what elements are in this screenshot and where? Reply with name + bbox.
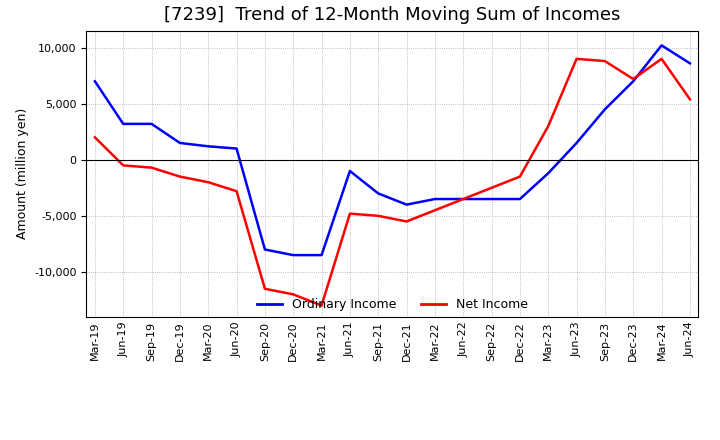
Ordinary Income [600,106,609,112]
Title: [7239]  Trend of 12-Month Moving Sum of Incomes: [7239] Trend of 12-Month Moving Sum of I… [164,6,621,24]
Net Income [261,286,269,291]
Net Income [431,208,439,213]
Ordinary Income [91,79,99,84]
Net Income [233,189,241,194]
Ordinary Income [204,144,212,149]
Ordinary Income [459,196,467,202]
Ordinary Income [402,202,411,207]
Ordinary Income [544,171,552,176]
Ordinary Income [487,196,496,202]
Ordinary Income [176,140,184,146]
Ordinary Income [346,169,354,174]
Ordinary Income [374,191,382,196]
Ordinary Income [261,247,269,252]
Net Income [204,180,212,185]
Ordinary Income [657,43,666,48]
Legend: Ordinary Income, Net Income: Ordinary Income, Net Income [252,293,533,316]
Net Income [657,56,666,62]
Ordinary Income [148,121,156,127]
Net Income [459,196,467,202]
Line: Net Income: Net Income [95,59,690,306]
Net Income [572,56,581,62]
Y-axis label: Amount (million yen): Amount (million yen) [16,108,29,239]
Net Income [148,165,156,170]
Ordinary Income [685,61,694,66]
Ordinary Income [289,253,297,258]
Net Income [91,135,99,140]
Ordinary Income [629,79,637,84]
Ordinary Income [572,140,581,146]
Ordinary Income [516,196,524,202]
Net Income [346,211,354,216]
Net Income [544,124,552,129]
Net Income [402,219,411,224]
Net Income [176,174,184,179]
Net Income [289,292,297,297]
Net Income [318,303,326,308]
Line: Ordinary Income: Ordinary Income [95,45,690,255]
Net Income [516,174,524,179]
Ordinary Income [318,253,326,258]
Net Income [685,96,694,102]
Net Income [629,77,637,82]
Net Income [487,185,496,191]
Ordinary Income [431,196,439,202]
Ordinary Income [233,146,241,151]
Net Income [600,59,609,64]
Net Income [374,213,382,219]
Ordinary Income [119,121,127,127]
Net Income [119,163,127,168]
